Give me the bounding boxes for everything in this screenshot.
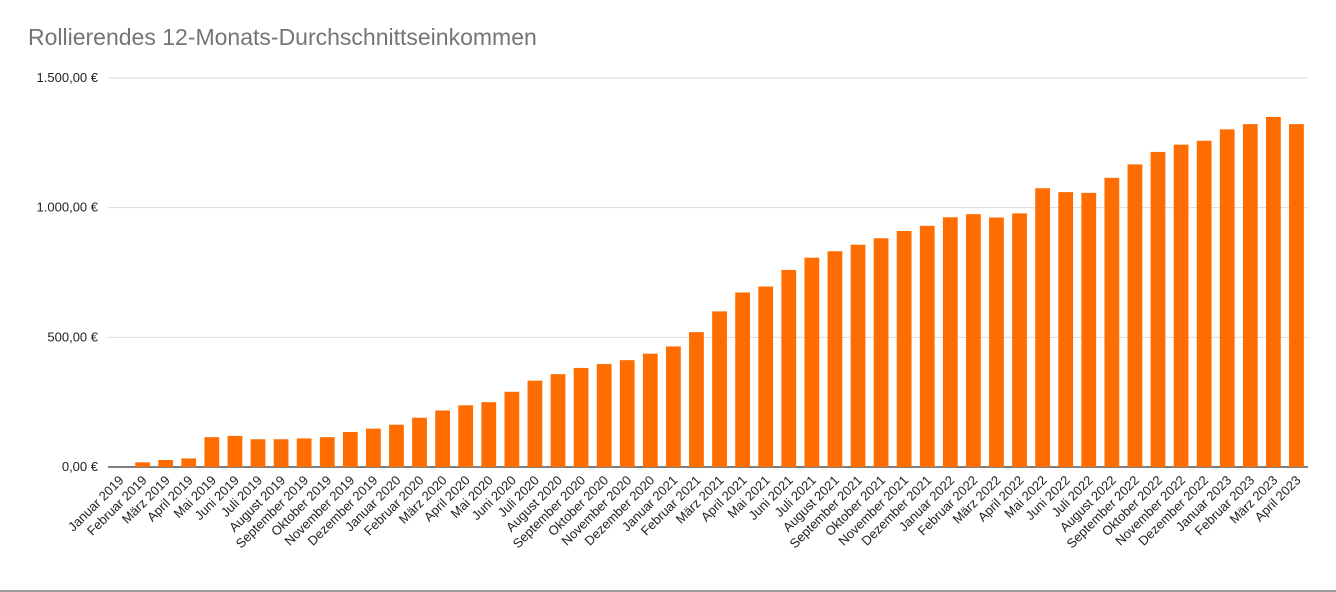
y-tick-label: 1.000,00 € [37, 200, 99, 215]
bar [1196, 140, 1212, 467]
bar [1058, 192, 1074, 468]
bar [966, 214, 981, 467]
bar [1150, 151, 1166, 467]
bar [319, 437, 335, 467]
y-axis-labels: 0,00 € 500,00 € 1.000,00 € 1.500,00 € [37, 70, 99, 474]
bar [712, 311, 727, 467]
bar [1104, 177, 1120, 467]
bar [850, 244, 866, 467]
bar [458, 405, 474, 467]
bar [1127, 164, 1143, 468]
bar [250, 439, 266, 467]
bar [919, 225, 935, 467]
bar [1012, 213, 1027, 467]
bar [896, 231, 912, 467]
bottom-border [0, 590, 1336, 592]
bar [1035, 188, 1050, 467]
bar [481, 402, 497, 467]
bar [781, 269, 797, 467]
chart-title: Rollierendes 12-Monats-Durchschnittseink… [28, 24, 537, 50]
bar [342, 431, 358, 467]
bar [227, 435, 243, 467]
bar [989, 217, 1004, 467]
bar [158, 460, 174, 467]
bar [873, 238, 889, 467]
bar [1289, 124, 1304, 467]
y-tick-label: 0,00 € [62, 459, 99, 474]
y-tick-label: 500,00 € [47, 329, 98, 344]
bar [666, 346, 681, 467]
bar [204, 437, 220, 467]
bar [273, 439, 289, 467]
bar [1219, 129, 1235, 467]
bar [596, 364, 612, 467]
bar [504, 391, 520, 467]
bar [412, 417, 427, 467]
bar [1081, 192, 1097, 467]
bar [1173, 144, 1189, 467]
bar [573, 367, 589, 467]
bar [827, 251, 843, 467]
bar [804, 257, 820, 467]
bar [181, 458, 197, 467]
bar [527, 380, 543, 467]
bar [1266, 116, 1281, 468]
bar [435, 410, 450, 467]
bar [689, 332, 704, 467]
bar [1242, 124, 1258, 467]
bar [735, 292, 750, 467]
bar [296, 438, 312, 467]
bar [389, 424, 404, 467]
bar [619, 360, 635, 467]
bar [942, 217, 958, 467]
bar [550, 374, 566, 467]
bar [642, 353, 658, 467]
bars [135, 116, 1304, 468]
bar [758, 286, 774, 467]
bar [135, 462, 150, 467]
bar [366, 428, 381, 467]
y-tick-label: 1.500,00 € [37, 70, 99, 85]
